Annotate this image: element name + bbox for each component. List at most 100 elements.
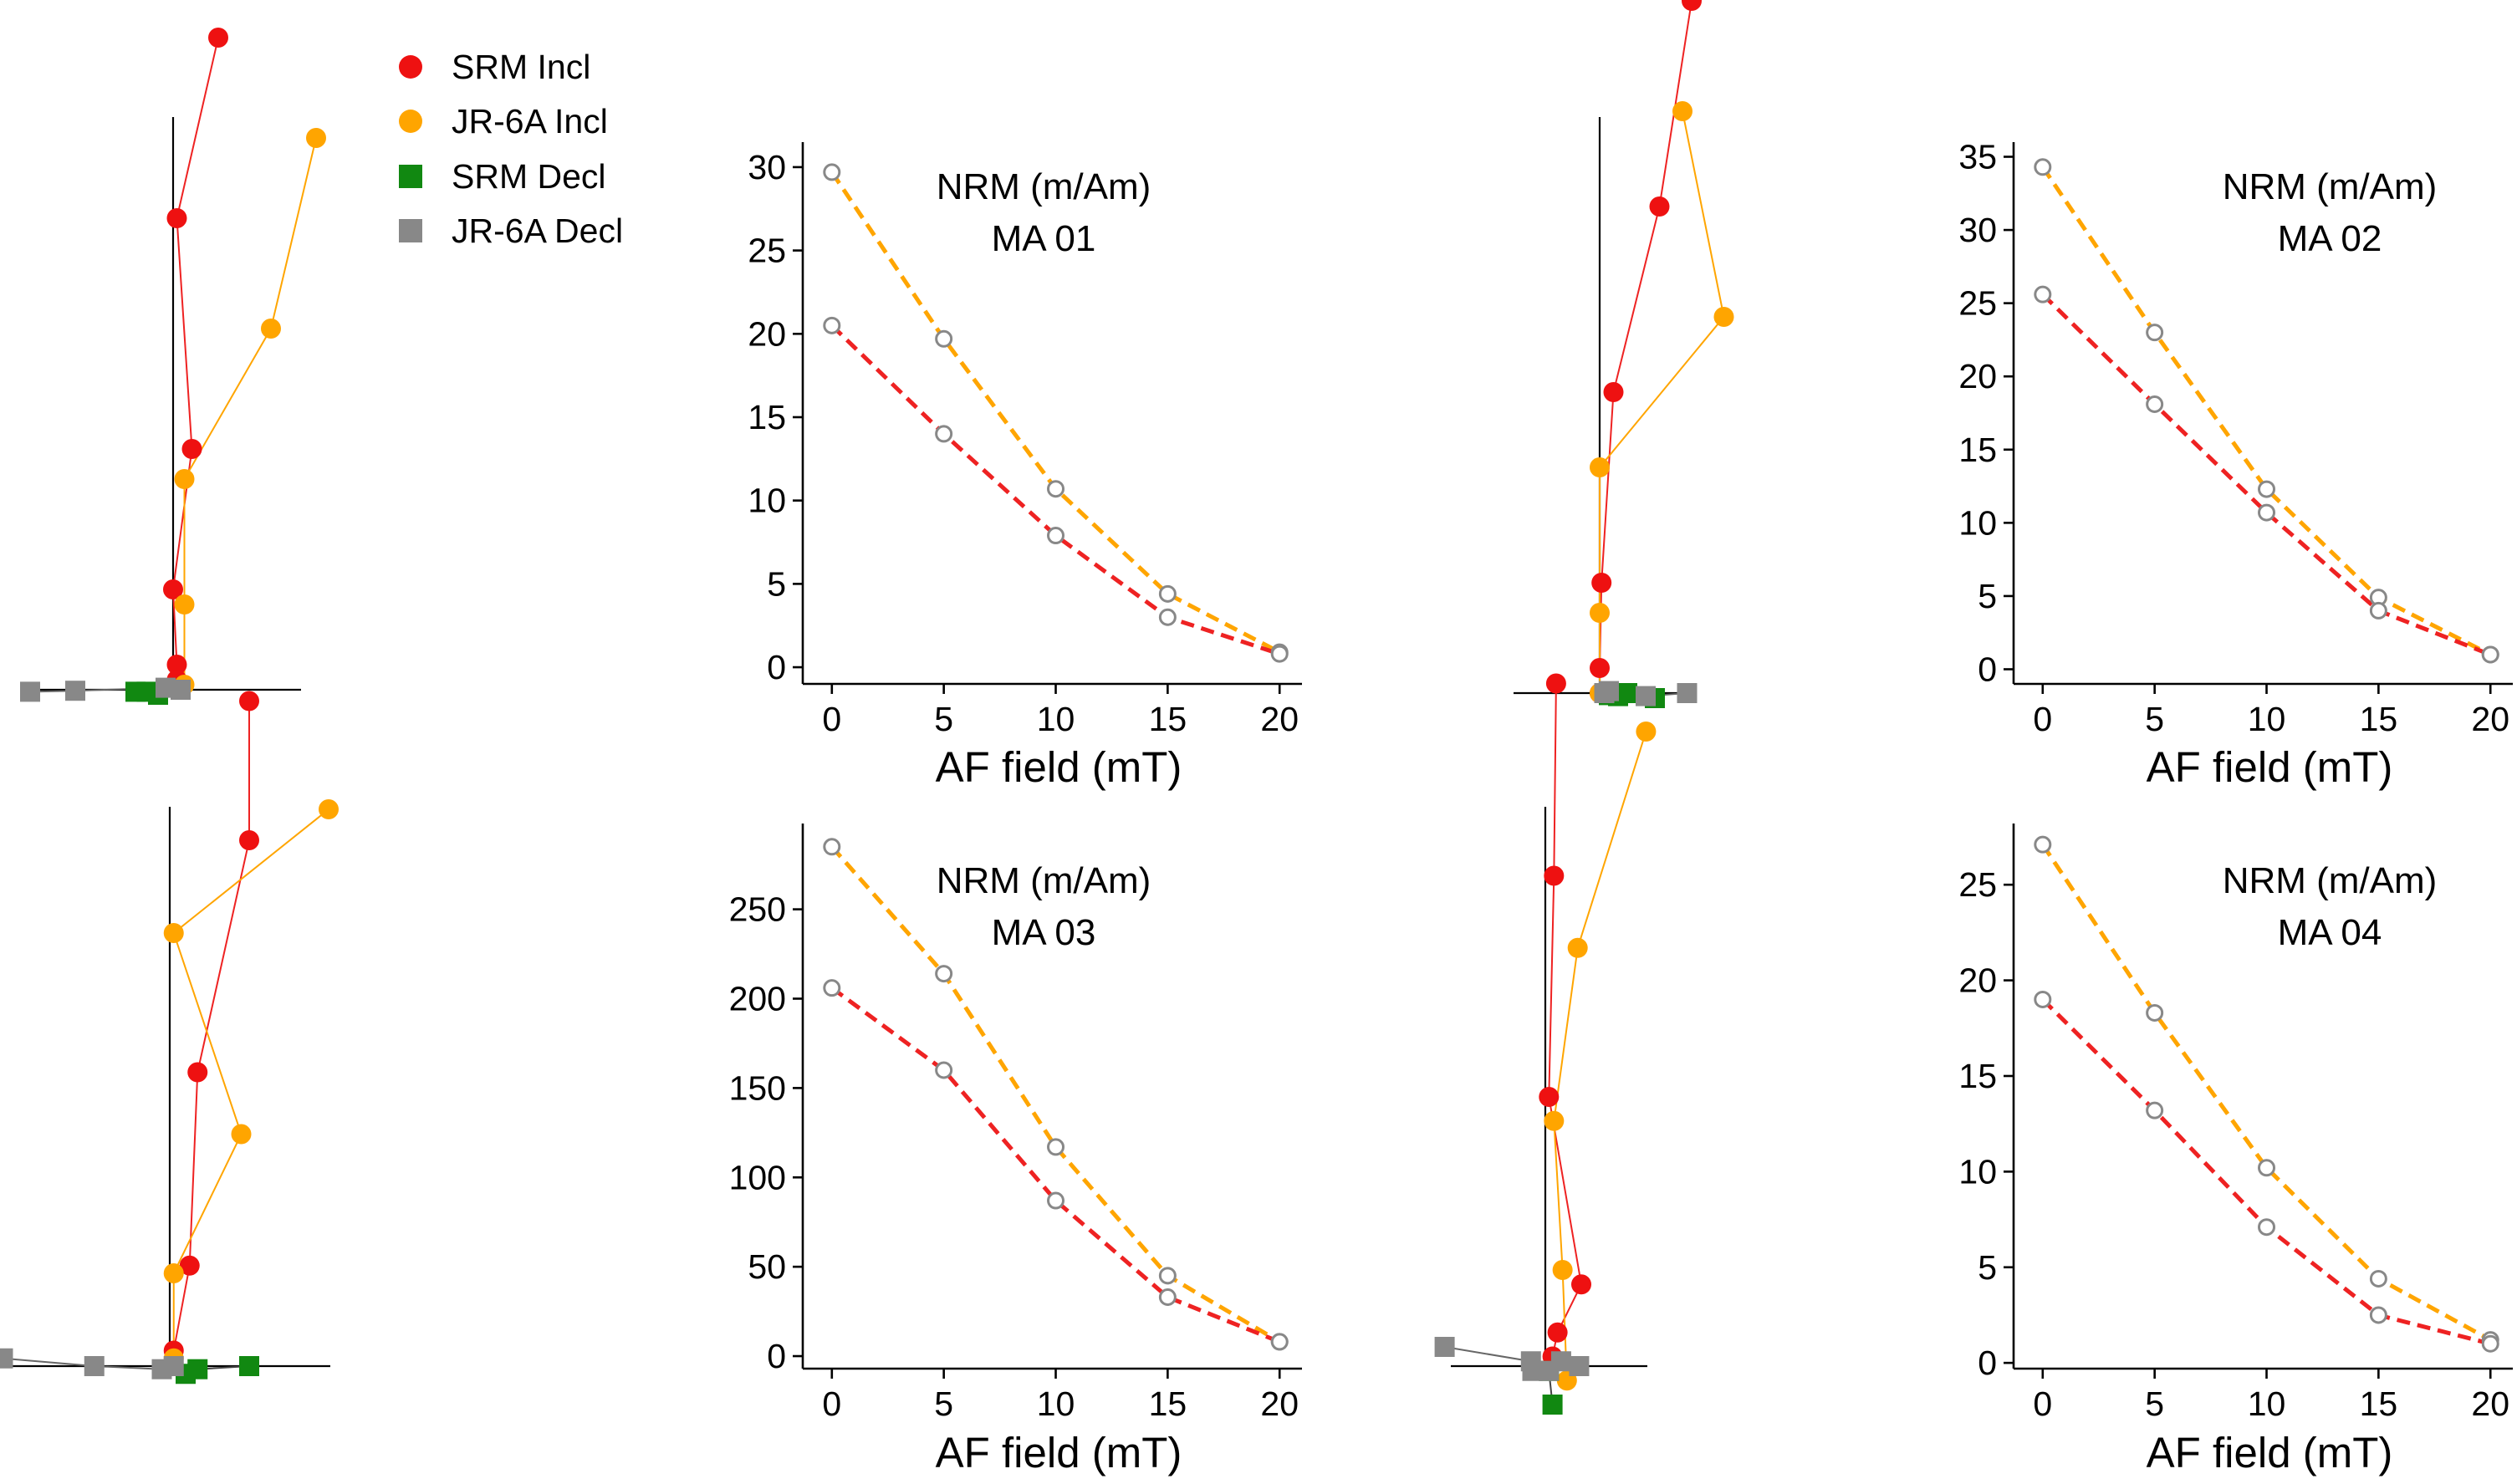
marker-srm_incl — [166, 208, 187, 228]
x-tick-label: 5 — [2145, 700, 2164, 738]
marker-srm_incl — [187, 1062, 208, 1083]
marker-srm_incl — [1547, 1322, 1568, 1343]
y-tick-label: 10 — [1958, 503, 1997, 542]
marker-jr6a_decl — [65, 681, 85, 701]
marker-jr6a_decl — [1636, 686, 1656, 706]
marker-jr6a_incl — [163, 1263, 184, 1283]
data-point-srm — [2369, 601, 2387, 620]
annotation-sample: MA 03 — [992, 912, 1096, 953]
data-point-jr6a — [2369, 1269, 2387, 1288]
x-tick-label: 0 — [2033, 700, 2052, 738]
data-point-jr6a — [823, 838, 841, 856]
y-tick-label: 10 — [1958, 1152, 1997, 1191]
marker-jr6a_decl — [171, 680, 191, 700]
marker-jr6a_decl — [163, 1356, 184, 1376]
marker-jr6a_incl — [1590, 603, 1610, 623]
x-tick-label: 15 — [2360, 1385, 2398, 1423]
marker-srm_incl — [1603, 382, 1624, 402]
legend-label-srm-incl: SRM Incl — [452, 48, 590, 86]
y-tick-label: 25 — [1958, 284, 1997, 323]
y-tick-label: 150 — [729, 1068, 786, 1107]
annotation-sample: MA 04 — [2278, 912, 2382, 953]
path-line-jr6a_incl — [1553, 731, 1647, 1381]
marker-jr6a_incl — [1552, 1260, 1573, 1280]
data-point-jr6a — [1158, 1267, 1177, 1285]
data-point-srm — [2258, 503, 2276, 522]
data-point-srm — [2258, 1218, 2276, 1237]
data-point-jr6a — [2146, 324, 2164, 342]
marker-jr6a_decl — [1677, 683, 1698, 703]
legend-label-srm-decl: SRM Decl — [452, 157, 606, 196]
legend-marker-srm-incl — [399, 55, 422, 79]
y-tick-label: 0 — [767, 648, 786, 686]
marker-srm_incl — [1571, 1274, 1591, 1295]
x-axis-title: AF field (mT) — [2147, 1429, 2393, 1476]
marker-jr6a_decl — [1569, 1356, 1590, 1376]
y-tick-label: 15 — [748, 398, 786, 436]
y-tick-label: 5 — [767, 564, 786, 603]
marker-jr6a_incl — [174, 594, 195, 615]
data-point-jr6a — [2258, 1159, 2276, 1177]
x-tick-label: 5 — [934, 1385, 953, 1423]
marker-jr6a_incl — [1567, 937, 1588, 958]
series-line-srm — [830, 986, 1281, 1344]
marker-jr6a_incl — [1590, 457, 1610, 477]
marker-srm_incl — [163, 579, 183, 599]
legend-marker-jr6a-incl — [399, 110, 422, 133]
data-point-jr6a — [2034, 158, 2052, 176]
data-point-srm — [2034, 990, 2052, 1008]
data-point-jr6a — [1047, 480, 1065, 498]
marker-jr6a_incl — [1636, 722, 1657, 742]
y-tick-label: 30 — [748, 148, 786, 186]
x-tick-label: 10 — [2248, 700, 2286, 738]
series-line-jr6a — [2040, 843, 2492, 1342]
zijderveld-plot-ma04 — [1434, 673, 1657, 1415]
y-tick-label: 0 — [1978, 1344, 1997, 1382]
data-point-jr6a — [2034, 835, 2052, 854]
annotation-title: NRM (m/Am) — [937, 860, 1151, 901]
legend: SRM Incl JR-6A Incl SRM Decl JR-6A Decl — [399, 48, 623, 250]
annotation-title: NRM (m/Am) — [2223, 166, 2438, 207]
marker-jr6a_decl — [1594, 683, 1615, 703]
data-point-srm — [823, 316, 841, 334]
annotation-title: NRM (m/Am) — [937, 166, 1151, 207]
data-point-jr6a — [823, 163, 841, 181]
annotation-sample: MA 01 — [992, 218, 1096, 259]
legend-marker-srm-decl — [399, 165, 422, 188]
x-tick-label: 20 — [1260, 700, 1299, 738]
legend-marker-jr6a-decl — [399, 219, 422, 242]
zijderveld-plot-ma02 — [1514, 0, 1734, 708]
marker-jr6a_incl — [174, 469, 195, 489]
y-tick-label: 5 — [1978, 1248, 1997, 1287]
marker-srm_incl — [179, 1255, 200, 1276]
data-point-srm — [1047, 1191, 1065, 1210]
path-line-jr6a_incl — [176, 137, 317, 691]
y-tick-label: 25 — [748, 232, 786, 270]
marker-srm_decl — [239, 1356, 259, 1376]
data-point-srm — [1270, 1333, 1289, 1351]
marker-srm_incl — [1682, 0, 1702, 11]
data-point-jr6a — [1158, 584, 1177, 603]
x-tick-label: 15 — [1149, 1385, 1187, 1423]
x-axis-title: AF field (mT) — [936, 1429, 1182, 1476]
x-tick-label: 10 — [1037, 700, 1075, 738]
path-line-srm_incl — [1548, 683, 1583, 1357]
marker-jr6a_incl — [1672, 101, 1692, 121]
legend-label-jr6a-decl: JR-6A Decl — [452, 212, 623, 250]
data-point-jr6a — [2258, 480, 2276, 498]
marker-srm_decl — [1542, 1395, 1563, 1415]
marker-jr6a_decl — [1550, 1351, 1571, 1372]
marker-jr6a_incl — [261, 319, 281, 339]
marker-jr6a_incl — [306, 128, 326, 148]
marker-srm_incl — [181, 439, 202, 459]
data-point-srm — [2034, 285, 2052, 303]
data-point-srm — [1158, 608, 1177, 626]
path-line-srm_incl — [172, 701, 250, 1351]
x-tick-label: 0 — [822, 1385, 841, 1423]
decay-chart-ma03: NRM (m/Am) MA 03 AF field (mT) 050100150… — [729, 824, 1302, 1476]
marker-srm_incl — [1590, 658, 1610, 678]
data-point-srm — [823, 979, 841, 997]
marker-jr6a_incl — [1713, 307, 1734, 327]
y-tick-label: 10 — [748, 482, 786, 520]
